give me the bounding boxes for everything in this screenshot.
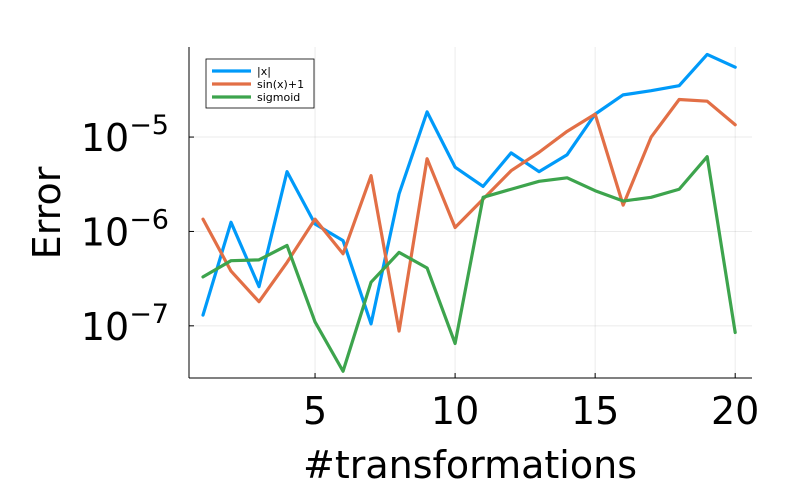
axes xyxy=(188,47,752,379)
series-line-3 xyxy=(201,155,737,373)
y-tick-label: 10−5 xyxy=(81,110,169,160)
y-axis-label: Error xyxy=(25,166,69,259)
x-tick-label: 15 xyxy=(571,389,619,433)
grid xyxy=(189,47,752,378)
legend-label: sin(x)+1 xyxy=(257,78,304,91)
x-ticks: 5 10 15 20 xyxy=(303,373,759,433)
x-tick-label: 20 xyxy=(711,389,759,433)
x-tick-label: 10 xyxy=(431,389,479,433)
x-tick-label: 5 xyxy=(303,389,327,433)
series-line-2 xyxy=(201,97,737,333)
series-lines xyxy=(201,52,737,373)
y-tick-label: 10−7 xyxy=(81,299,169,349)
y-ticks: 10−7 10−6 10−5 xyxy=(81,110,194,349)
legend-label: |x| xyxy=(257,65,271,78)
y-tick-label: 10−6 xyxy=(81,204,169,254)
x-axis-label: #transformations xyxy=(303,443,637,487)
series-line-1 xyxy=(201,52,737,326)
legend-label: sigmoid xyxy=(257,91,300,104)
